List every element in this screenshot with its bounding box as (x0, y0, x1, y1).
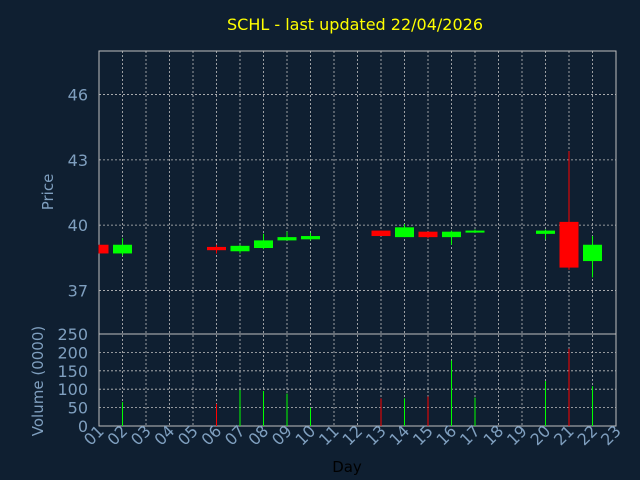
candle-body (418, 231, 438, 238)
candle-body (371, 230, 391, 237)
candle-body (536, 230, 555, 234)
chart-title: SCHL - last updated 22/04/2026 (227, 15, 483, 34)
volume-tick-label: 200 (57, 343, 88, 362)
candle-body (230, 245, 250, 252)
x-axis-label: Day (332, 458, 362, 476)
candle-body (113, 244, 132, 254)
candle-body (442, 231, 461, 238)
candle-body (395, 227, 414, 238)
candle-body (301, 236, 320, 240)
plot-area: 3740434605010015020025001020304050607080… (57, 50, 625, 449)
candle-body (207, 246, 226, 251)
volume-tick-label: 100 (57, 380, 88, 399)
volume-tick-label: 0 (78, 417, 88, 436)
candle-body (99, 244, 109, 254)
candle-body (583, 244, 602, 262)
candle-body (559, 221, 579, 268)
price-tick-label: 40 (68, 216, 88, 235)
candle-body (254, 240, 273, 249)
price-tick-label: 43 (68, 151, 88, 170)
volume-tick-label: 250 (57, 325, 88, 344)
volume-tick-label: 50 (68, 399, 88, 418)
candle-body (465, 230, 485, 233)
candle-body (277, 237, 297, 241)
volume-tick-label: 150 (57, 362, 88, 381)
price-tick-label: 37 (68, 281, 88, 300)
price-axis-label: Price (39, 174, 57, 211)
volume-axis-label: Volume (0000) (29, 326, 47, 436)
price-tick-label: 46 (68, 86, 88, 105)
volume-pane-border (98, 333, 617, 427)
